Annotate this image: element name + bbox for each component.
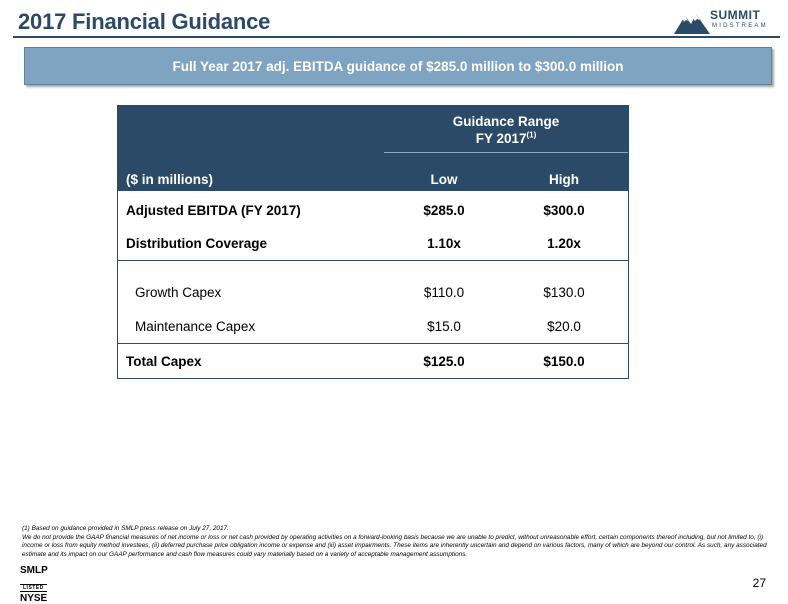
title-rule xyxy=(13,36,780,38)
ticker: SMLP xyxy=(20,565,48,576)
range-period: FY 2017 xyxy=(475,131,527,146)
row-label: Growth Capex xyxy=(135,285,222,300)
row-label: Maintenance Capex xyxy=(135,319,256,334)
row-separator xyxy=(118,260,628,261)
row-label: Distribution Coverage xyxy=(126,236,268,251)
units-label: ($ in millions) xyxy=(126,172,214,187)
row-high-value: $300.0 xyxy=(543,203,585,218)
range-title: Guidance Range xyxy=(452,114,560,129)
row-separator xyxy=(118,343,628,344)
summit-midstream-logo: SUMMIT MIDSTREAM xyxy=(674,6,774,36)
logo-subtitle: MIDSTREAM xyxy=(712,23,768,29)
table-row: Adjusted EBITDA (FY 2017) $285.0 $300.0 xyxy=(118,203,628,223)
footnote: (1) Based on guidance provided in SMLP p… xyxy=(22,525,772,559)
page-title: 2017 Financial Guidance xyxy=(18,9,271,34)
banner-text: Full Year 2017 adj. EBITDA guidance of $… xyxy=(172,58,624,74)
row-high-value: $130.0 xyxy=(543,285,585,300)
guidance-banner: Full Year 2017 adj. EBITDA guidance of $… xyxy=(24,47,772,85)
footnote-disclaimer: We do not provide the GAAP financial mea… xyxy=(22,533,767,558)
footnote-source: (1) Based on guidance provided in SMLP p… xyxy=(22,525,229,532)
range-footnote-ref: (1) xyxy=(526,130,537,140)
table-row: Growth Capex $110.0 $130.0 xyxy=(118,285,628,305)
table-row: Distribution Coverage 1.10x 1.20x xyxy=(118,236,628,256)
range-period-line: FY 2017(1) xyxy=(384,130,628,147)
column-header-low: Low xyxy=(430,172,458,187)
row-low-value: 1.10x xyxy=(427,236,461,251)
row-low-value: $125.0 xyxy=(423,354,465,369)
row-low-value: $15.0 xyxy=(427,319,461,334)
row-high-value: $150.0 xyxy=(543,354,585,369)
table-row: Total Capex $125.0 $150.0 xyxy=(118,354,628,374)
row-label: Adjusted EBITDA (FY 2017) xyxy=(126,203,301,218)
listed-label: LISTED xyxy=(20,584,47,592)
range-rule xyxy=(384,152,628,153)
guidance-table: Guidance Range FY 2017(1) ($ in millions… xyxy=(117,105,629,379)
row-low-value: $110.0 xyxy=(423,285,465,300)
nyse-listing-badge: SMLP LISTED NYSE xyxy=(20,566,54,604)
table-row: Maintenance Capex $15.0 $20.0 xyxy=(118,319,628,339)
range-header: Guidance Range FY 2017(1) xyxy=(384,113,628,147)
exchange: NYSE xyxy=(20,593,48,604)
row-low-value: $285.0 xyxy=(423,203,465,218)
table-header: Guidance Range FY 2017(1) ($ in millions… xyxy=(118,106,628,191)
logo-name: SUMMIT xyxy=(710,8,761,22)
row-label: Total Capex xyxy=(126,354,202,369)
row-high-value: $20.0 xyxy=(547,319,581,334)
row-high-value: 1.20x xyxy=(547,236,581,251)
page-number: 27 xyxy=(752,576,766,590)
column-header-high: High xyxy=(549,172,579,187)
mountain-icon xyxy=(674,14,710,34)
